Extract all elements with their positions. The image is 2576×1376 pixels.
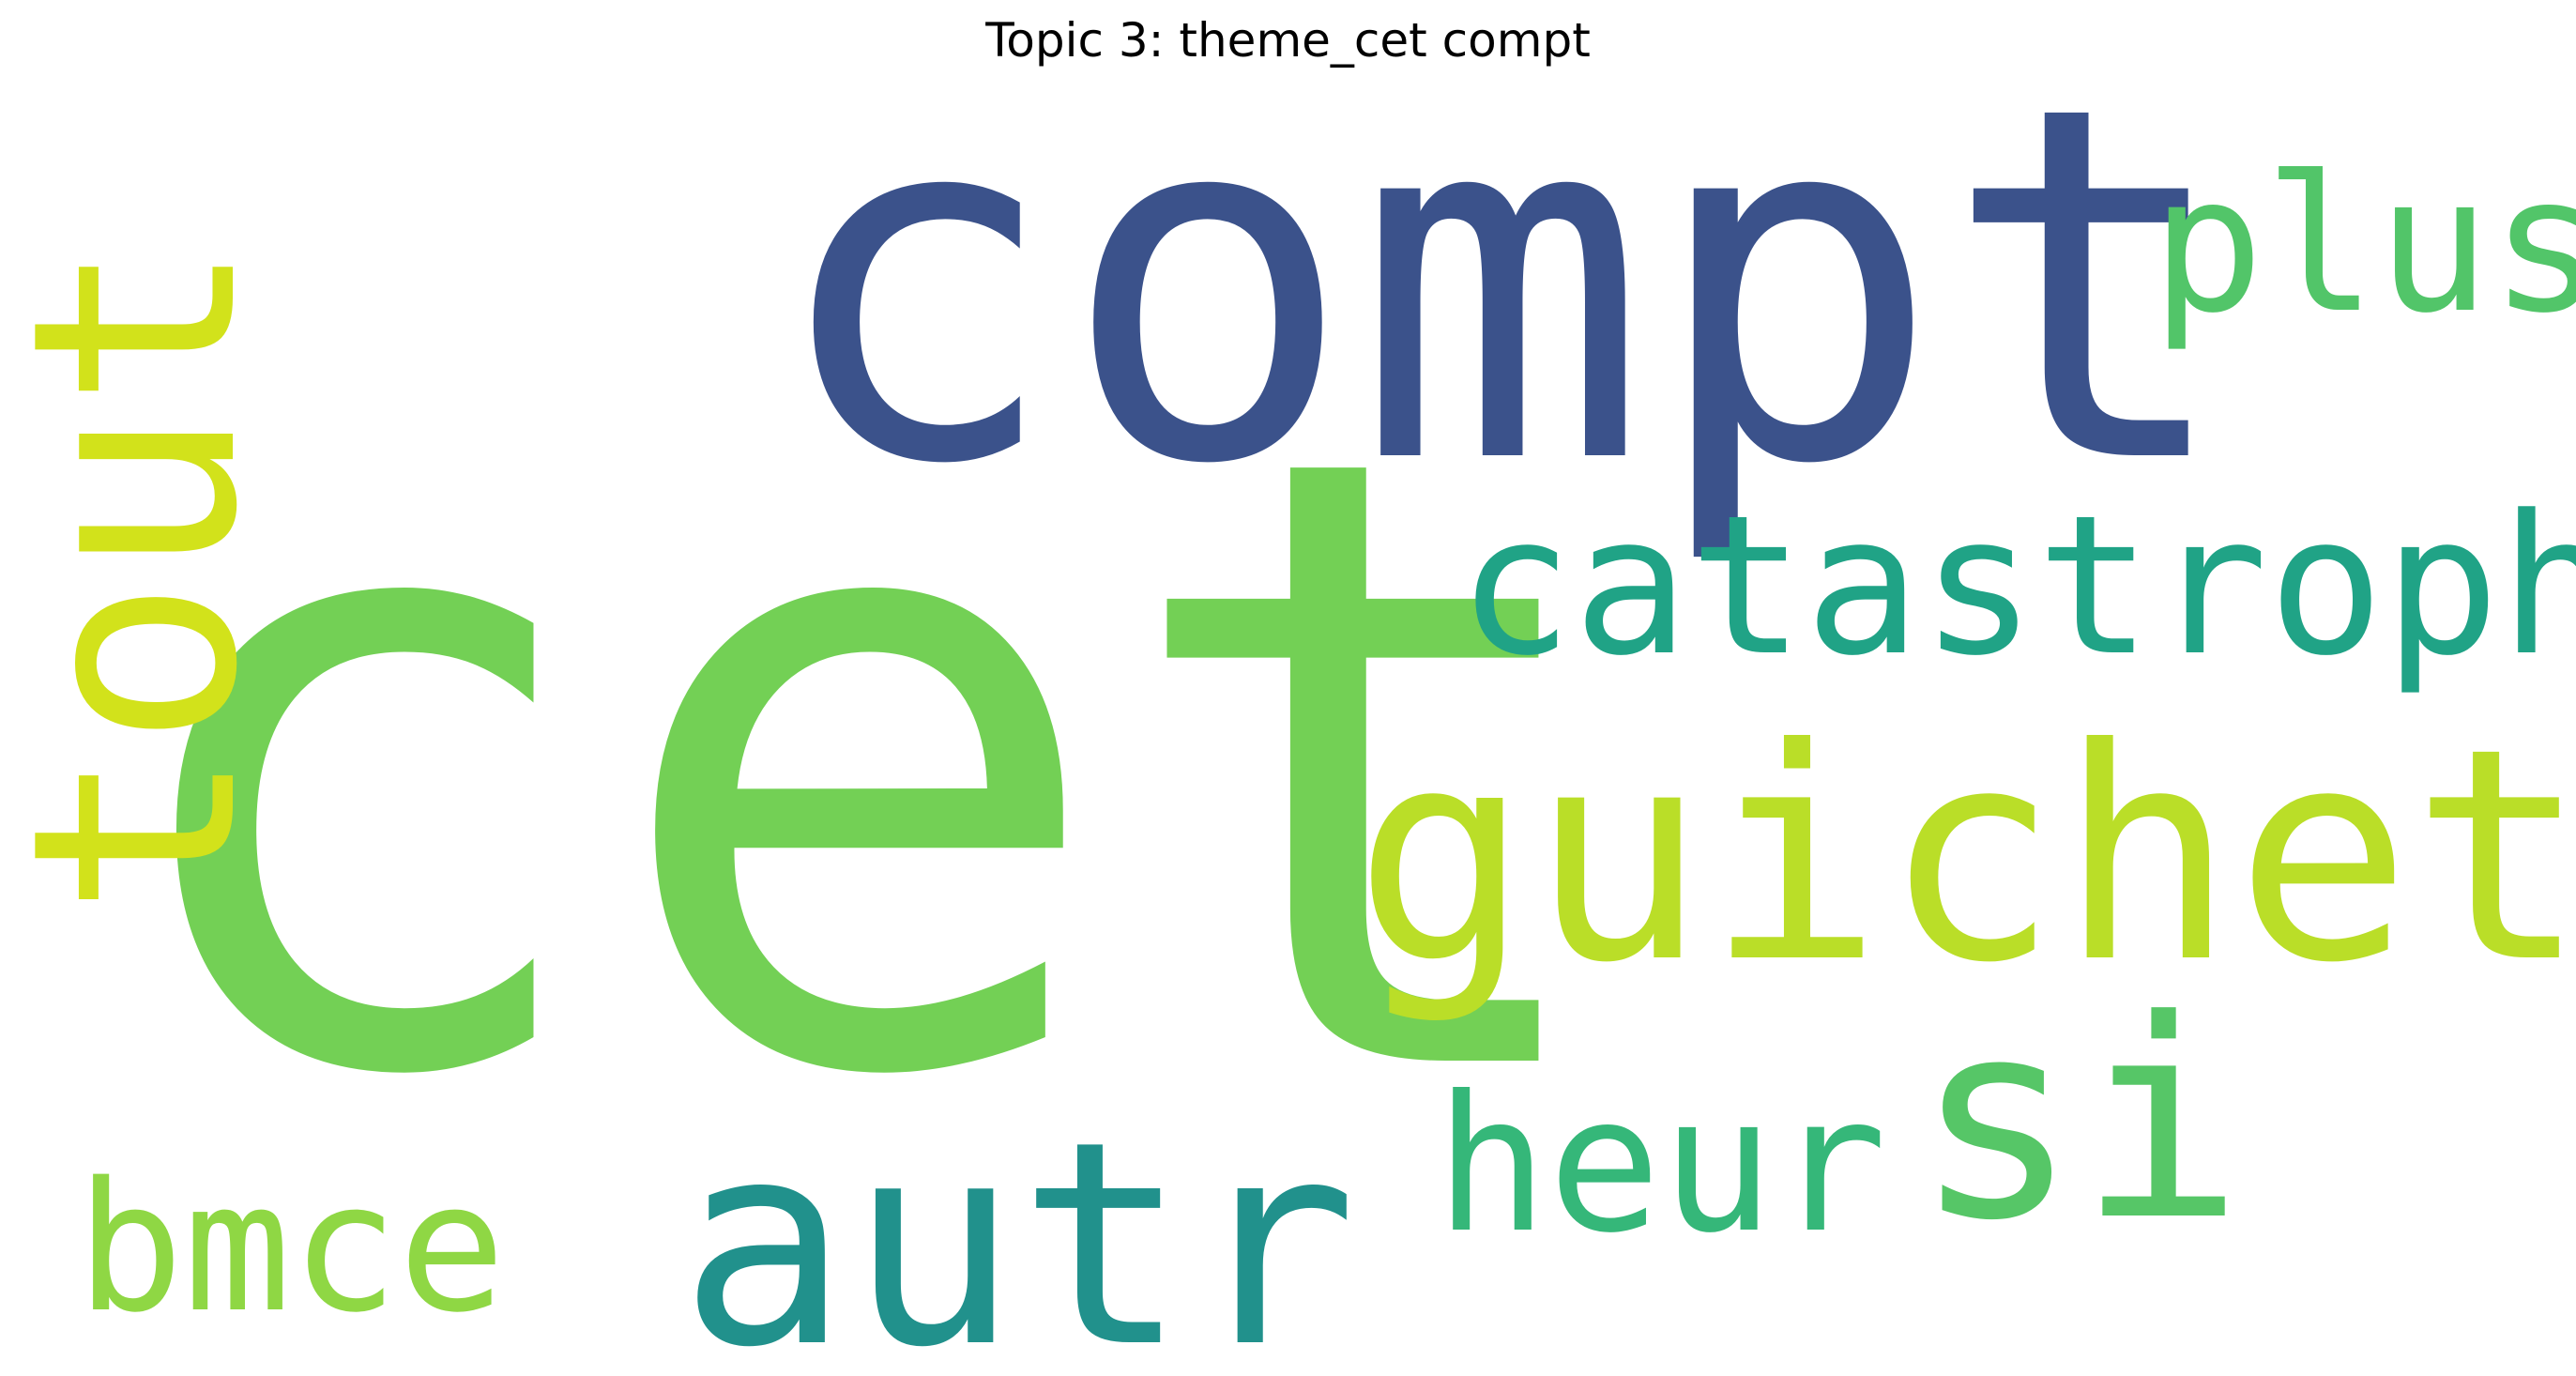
word-cet: cet <box>96 278 1622 1261</box>
word-bmce: bmce <box>76 1144 506 1352</box>
figure-title: Topic 3: theme_cet compt <box>985 13 1591 68</box>
word-heur: heur <box>1435 1056 1887 1275</box>
word-tout: tout <box>0 239 299 917</box>
word-guichet: guichet <box>1354 685 2576 1027</box>
word-autr: autr <box>679 1081 1357 1376</box>
word-compt: compt <box>767 2 2235 571</box>
word-catastroph: catastroph <box>1457 475 2576 698</box>
word-si: si <box>1913 961 2244 1280</box>
word-plus: plus <box>2151 136 2576 355</box>
